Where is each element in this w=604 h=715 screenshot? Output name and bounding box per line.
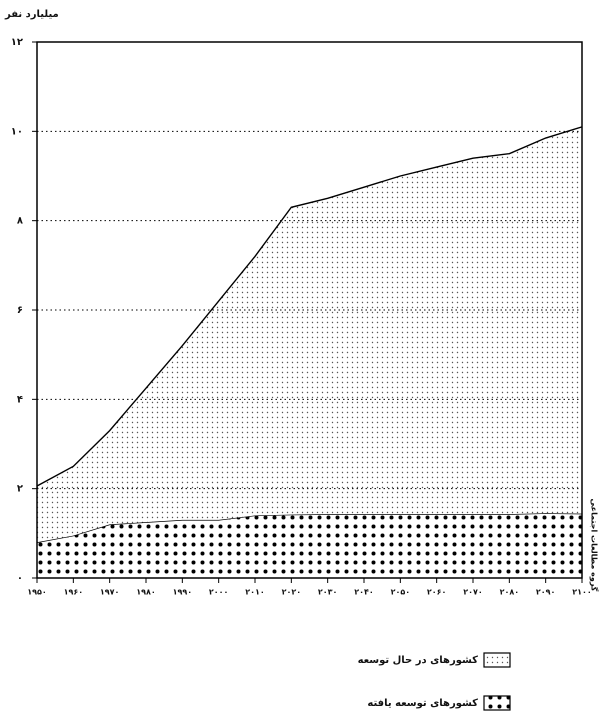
x-tick-label: ۲۰۲۰ — [282, 588, 302, 597]
x-tick-label: ۲۰۹۰ — [536, 588, 556, 597]
x-tick-label: ۱۹۷۰ — [100, 588, 120, 597]
x-tick-label: ۱۹۶۰ — [64, 588, 84, 597]
x-tick-label: ۲۱۰۰ — [572, 588, 592, 597]
y-tick-label: ۸ — [17, 216, 23, 227]
x-tick-label: ۲۰۴۰ — [354, 588, 374, 597]
x-tick-label: ۲۰۰۰ — [209, 588, 229, 597]
y-tick-label: ۴ — [17, 394, 23, 405]
plot-frame — [36, 41, 583, 579]
x-tick-label: ۲۰۳۰ — [318, 588, 338, 597]
y-axis-title: میلیارد نفر — [4, 9, 59, 20]
x-tick-label: ۲۰۵۰ — [391, 588, 411, 597]
area — [37, 126, 582, 543]
x-tick-label: ۲۰۸۰ — [500, 588, 520, 597]
x-tick-label: ۲۰۷۰ — [463, 588, 483, 597]
x-tick-label: ۱۹۵۰ — [27, 588, 47, 597]
y-tick-label: ۱۲ — [11, 37, 23, 48]
source-note: گروه مطالعات اجتماعی — [590, 499, 600, 592]
area-edge — [36, 126, 583, 487]
legend-label: کشورهای توسعه یافته — [367, 698, 478, 709]
x-tick-label: ۱۹۸۰ — [136, 588, 156, 597]
x-tick-label: ۲۰۶۰ — [427, 588, 447, 597]
legend-swatch — [483, 695, 511, 711]
y-tick-label: ۲ — [17, 484, 23, 495]
y-tick-label: ۶ — [17, 305, 23, 316]
area — [37, 513, 582, 578]
legend-label: کشورهای در حال توسعه — [358, 655, 479, 666]
legend-swatch — [483, 652, 511, 668]
y-tick-label: ۰ — [17, 573, 23, 584]
x-tick-label: ۱۹۹۰ — [173, 588, 193, 597]
x-tick-label: ۲۰۱۰ — [245, 588, 265, 597]
y-tick-label: ۱۰ — [11, 126, 23, 137]
